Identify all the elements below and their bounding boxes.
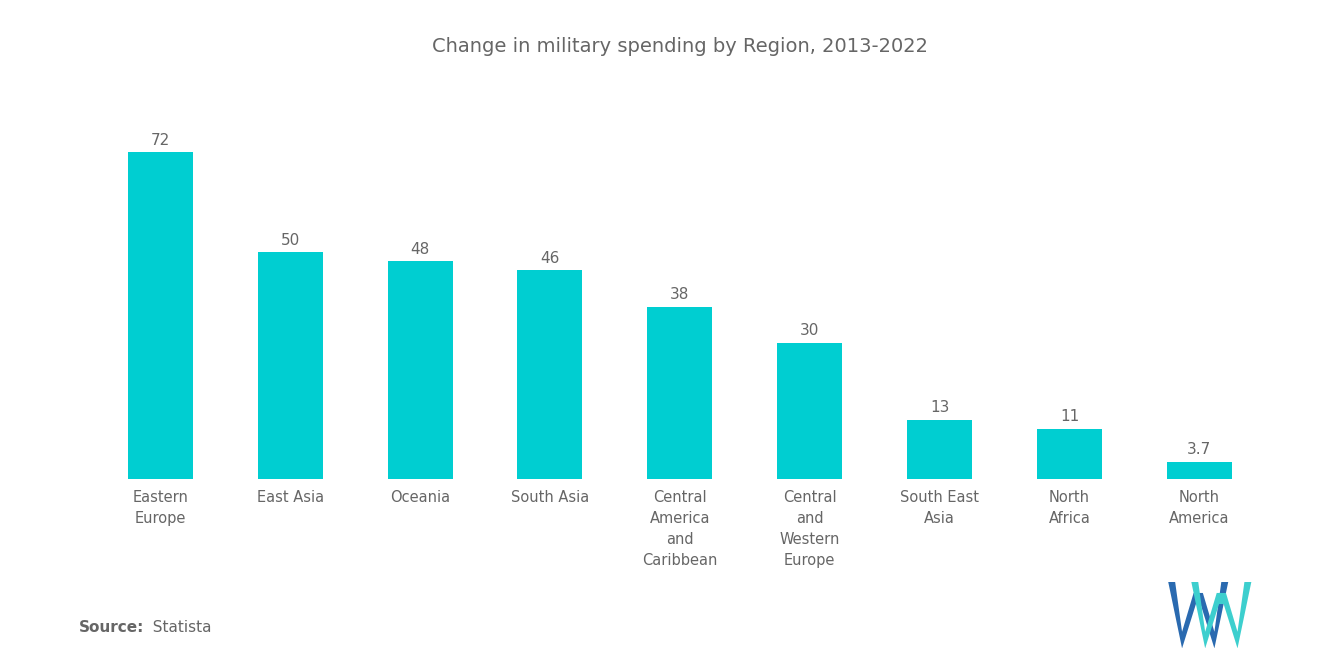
Text: 48: 48 bbox=[411, 241, 430, 257]
Bar bbox=[517, 270, 582, 479]
Bar bbox=[257, 252, 322, 479]
Text: 72: 72 bbox=[150, 133, 170, 148]
Title: Change in military spending by Region, 2013-2022: Change in military spending by Region, 2… bbox=[432, 37, 928, 56]
Bar bbox=[777, 342, 842, 479]
Text: 3.7: 3.7 bbox=[1187, 442, 1212, 458]
Text: 46: 46 bbox=[540, 251, 560, 266]
Bar bbox=[1167, 462, 1232, 479]
Polygon shape bbox=[1192, 582, 1251, 648]
Bar bbox=[1038, 429, 1102, 479]
Text: 50: 50 bbox=[281, 233, 300, 247]
Text: 13: 13 bbox=[929, 400, 949, 416]
Bar bbox=[388, 261, 453, 479]
Text: 30: 30 bbox=[800, 323, 820, 338]
Text: 11: 11 bbox=[1060, 410, 1078, 424]
Bar bbox=[907, 420, 972, 479]
Bar bbox=[128, 152, 193, 479]
Text: Statista: Statista bbox=[143, 620, 211, 635]
Text: Source:: Source: bbox=[79, 620, 145, 635]
Bar bbox=[647, 307, 713, 479]
Polygon shape bbox=[1168, 582, 1229, 648]
Text: 38: 38 bbox=[671, 287, 689, 302]
